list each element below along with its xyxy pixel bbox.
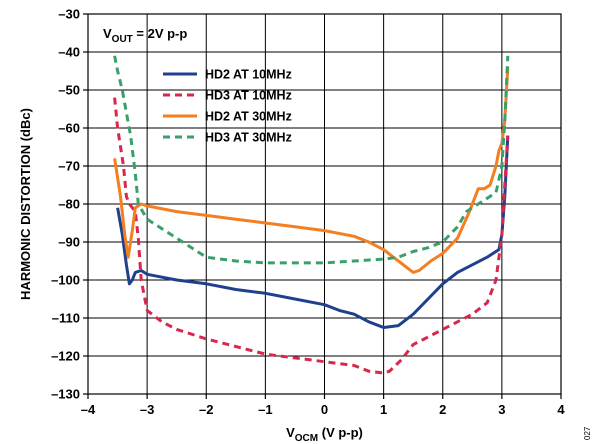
axis-ticks <box>83 13 562 399</box>
x-tick-label: –3 <box>140 402 154 417</box>
series-line-hd3-at-10mhz <box>113 97 510 375</box>
legend: HD2 AT 10MHz HD3 AT 10MHz HD2 AT 30MHz HD3 … <box>163 68 292 145</box>
x-tick-label: 0 <box>321 402 328 417</box>
series-line-hd3-at-30mhz <box>113 55 510 265</box>
x-tick-labels: –4 –3 –2 –1 0 1 2 3 4 <box>81 402 566 417</box>
grid-lines <box>88 14 561 394</box>
x-tick-label: 3 <box>498 402 505 417</box>
y-tick-label: –70 <box>58 159 80 174</box>
x-tick-label: –4 <box>81 402 96 417</box>
legend-label: HD2 AT 30MHz <box>205 110 292 124</box>
vout-annotation: VOUT = 2V p-p <box>103 26 187 45</box>
series-lines <box>113 55 510 375</box>
figure-id: 027 <box>583 426 592 440</box>
y-tick-label: –60 <box>58 121 80 136</box>
x-axis-title: VOCM (V p-p) <box>286 425 363 444</box>
x-tick-label: –1 <box>258 402 272 417</box>
y-tick-label: –40 <box>58 45 80 60</box>
y-axis-title: HARMONIC DISTORTION (dBc) <box>18 108 33 300</box>
x-tick-label: 4 <box>557 402 565 417</box>
legend-label: HD3 AT 10MHz <box>205 89 292 103</box>
series-line-hd2-at-30mhz <box>113 67 510 274</box>
y-tick-label: –100 <box>51 273 80 288</box>
x-tick-label: –2 <box>199 402 213 417</box>
y-tick-label: –50 <box>58 83 80 98</box>
x-tick-label: 1 <box>380 402 387 417</box>
legend-label: HD3 AT 30MHz <box>205 131 292 145</box>
y-tick-label: –130 <box>51 387 80 402</box>
y-tick-label: –90 <box>58 235 80 250</box>
y-tick-label: –110 <box>52 311 80 326</box>
y-tick-labels: –30 –40 –50 –60 –70 –80 –90 –100 –110 –120 –130 <box>51 7 80 402</box>
legend-label: HD2 AT 10MHz <box>205 68 292 82</box>
x-tick-label: 2 <box>439 402 446 417</box>
y-tick-label: –120 <box>51 349 80 364</box>
y-tick-label: –30 <box>58 7 80 22</box>
series-line-hd2-at-10mhz <box>116 135 510 329</box>
y-tick-label: –80 <box>58 197 80 212</box>
